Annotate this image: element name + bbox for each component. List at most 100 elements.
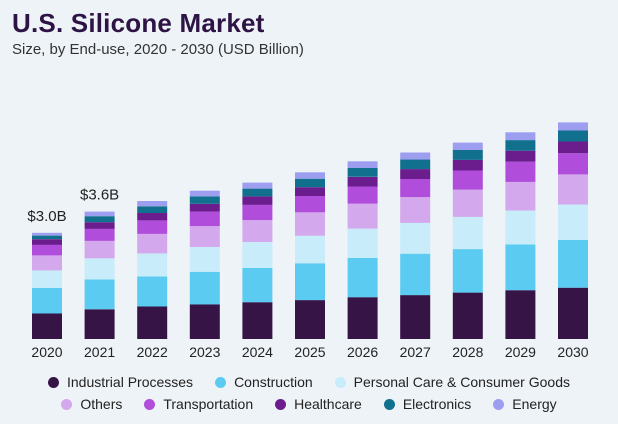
bar-segment [84,279,115,310]
bar-segment [84,222,115,229]
bar-segment [189,247,220,272]
bar-segment [558,174,588,205]
bar-segment [84,258,115,280]
bar-segment [32,239,62,245]
bar-segment [137,213,168,221]
bar-segment [347,228,378,258]
bar-segment [32,270,62,288]
legend-label: Industrial Processes [67,374,194,390]
bar-segment [400,295,431,339]
bar-segment [558,287,588,339]
bar-segment [452,150,483,160]
bar-segment [189,190,220,197]
bar-segment [242,267,273,303]
bar-group-2024 [242,182,273,339]
bar-segment [505,140,536,151]
legend-label: Construction [234,374,313,390]
legend-row-2: Others Transportation Healthcare Electro… [0,396,618,412]
legend-label: Others [80,396,123,412]
bar-segment [400,222,431,254]
legend-swatch [383,398,395,410]
legend-item: Healthcare [275,396,362,412]
bar-segment [242,242,273,268]
bar-segment [32,232,62,236]
bar-segment [558,141,588,154]
bar-segment [452,170,483,190]
legend-item: Industrial Processes [48,374,193,390]
legend-item: Construction [215,374,313,390]
bar-segment [505,181,536,211]
bar-segment [84,211,115,217]
bar-segment [242,196,273,205]
bar-segment [452,142,483,150]
bar-segment [189,226,220,247]
bar-segment [189,203,220,212]
bar-segment [400,159,431,170]
bar-segment [295,196,325,213]
legend-item: Others [61,396,122,412]
bar-segment [242,302,273,339]
chart-subtitle: Size, by End-use, 2020 - 2030 (USD Billi… [12,41,304,58]
x-tick-label: 2024 [242,344,273,360]
bar-segment [189,211,220,227]
bar-segment [452,159,483,171]
legend-swatch [275,398,287,410]
bar-segment [400,169,431,179]
x-tick-label: 2020 [31,344,62,360]
legend-swatch [144,398,156,410]
x-tick-label: 2030 [557,344,588,360]
bar-segment [137,220,168,234]
x-tick-label: 2023 [189,344,220,360]
bar-segment [558,130,588,142]
legend-swatch [61,398,73,410]
legend-swatch [334,376,346,388]
bar-segment [32,235,62,240]
bar-segment [400,179,431,198]
bar-segment [347,161,378,168]
bar-segment [84,216,115,223]
legend-row-1: Industrial Processes Construction Person… [0,374,618,390]
bar-segment [347,186,378,204]
x-tick-label: 2029 [505,344,536,360]
bar-segment [84,228,115,241]
bar-segment [452,189,483,217]
bar-segment [295,178,325,188]
legend-swatch [215,376,227,388]
bar-segment [558,239,588,288]
x-tick-label: 2025 [294,344,325,360]
legend-label: Personal Care & Consumer Goods [353,374,570,390]
bar-segment [505,290,536,339]
bar-segment [505,210,536,245]
bar-segment [137,233,168,254]
bar-segment [347,176,378,187]
bar-group-2028 [452,142,483,339]
legend-label: Energy [512,396,557,412]
bar-segment [137,276,168,307]
data-label: $3.0B [27,208,66,225]
bar-segment [32,255,62,271]
x-tick-label: 2022 [137,344,168,360]
legend-label: Healthcare [294,396,362,412]
bar-segment [347,203,378,229]
bar-segment [558,204,588,240]
bar-group-2023 [189,190,220,339]
bar-segment [452,249,483,293]
bar-segment [347,297,378,339]
legend-item: Transportation [144,396,253,412]
x-tick-label: 2027 [400,344,431,360]
bar-group-2027 [400,152,431,339]
bar-segment [242,182,273,189]
bar-segment [452,216,483,250]
bar-segment [137,306,168,339]
bar-segment [400,253,431,296]
bar-segment [452,292,483,339]
bar-segment [189,271,220,305]
bar-group-2025 [295,172,325,339]
bar-segment [505,244,536,291]
bar-segment [558,122,588,131]
bar-segment [137,206,168,213]
bar-segment [505,161,536,182]
bar-segment [558,153,588,175]
bar-segment [400,197,431,223]
bar-segment [137,201,168,207]
